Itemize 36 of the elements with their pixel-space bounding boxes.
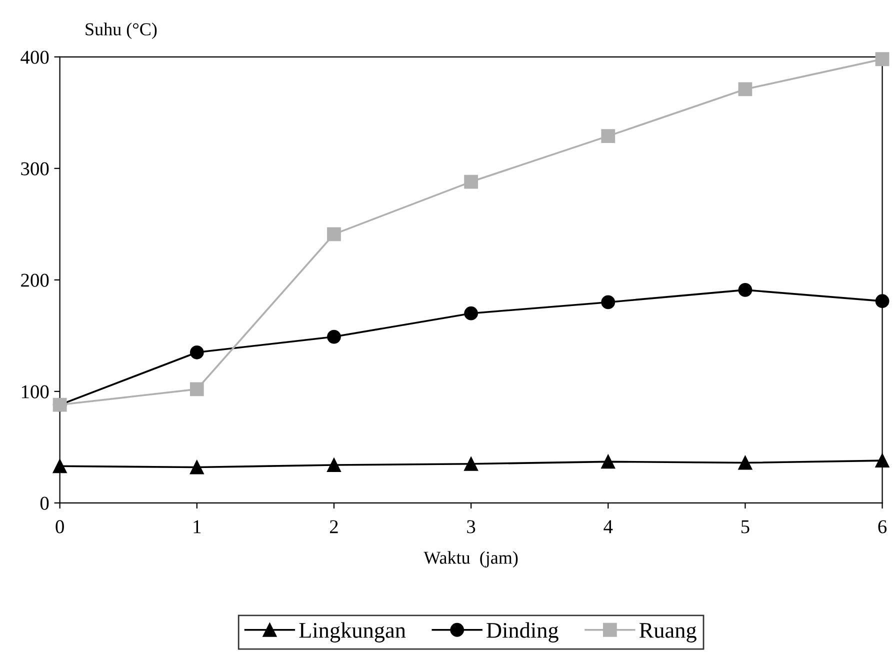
point	[601, 129, 616, 144]
x-tick-label: 6	[878, 520, 887, 534]
point	[738, 82, 752, 96]
point	[601, 454, 616, 469]
y-tick-label: 300	[21, 162, 49, 176]
point	[327, 458, 341, 472]
point	[875, 294, 890, 308]
point	[875, 52, 890, 66]
point	[327, 227, 341, 242]
point	[738, 283, 752, 297]
x-tick-label: 2	[330, 520, 338, 534]
x-tick-label: 0	[56, 520, 64, 534]
point	[52, 459, 67, 474]
x-tick-label: 5	[741, 520, 750, 534]
legend-label: Ruang	[639, 623, 696, 642]
point	[601, 295, 616, 310]
point	[738, 456, 752, 470]
point	[190, 345, 204, 360]
legend-label: Dinding	[486, 622, 558, 642]
point	[190, 382, 204, 396]
x-tick-label: 1	[194, 520, 201, 534]
x-tick-label: 4	[604, 520, 613, 534]
y-axis-title: Suhu (°C)	[86, 22, 157, 40]
y-tick-label: 200	[21, 274, 49, 287]
y-tick-label: 100	[22, 385, 49, 398]
point	[464, 174, 478, 189]
y-tick-label: 400	[20, 50, 49, 64]
point	[190, 460, 204, 474]
point	[464, 306, 478, 320]
point	[464, 456, 478, 471]
point	[875, 454, 890, 468]
y-tick-label: 0	[40, 496, 49, 510]
legend-label: Lingkungan	[299, 622, 406, 642]
x-axis-title: Waktu (jam)	[424, 551, 518, 568]
x-tick-label: 3	[467, 520, 476, 534]
point	[327, 330, 341, 344]
